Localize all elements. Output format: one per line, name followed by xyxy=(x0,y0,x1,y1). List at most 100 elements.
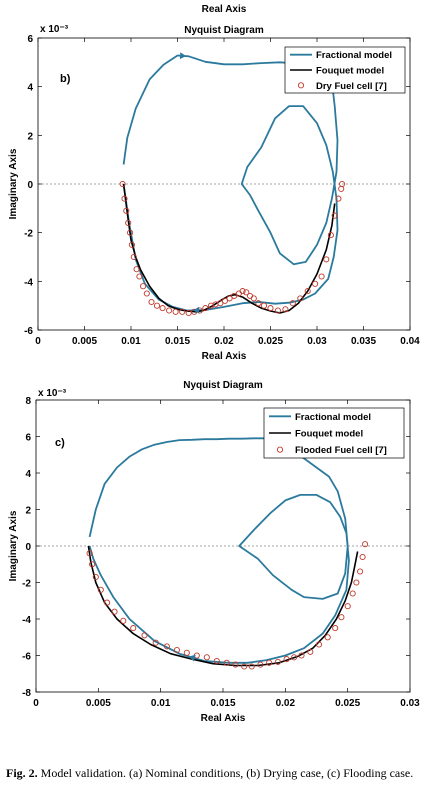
y-tick-label: -6 xyxy=(22,652,31,663)
fouquet-model-line xyxy=(87,545,359,667)
measured-data-point xyxy=(291,654,298,661)
chart-panel-c: Nyquist Diagram x 10⁻³ 0 0.005 0.01 0.015 0.02… xyxy=(8,380,420,724)
y-tick-label: -6 xyxy=(24,326,33,337)
measured-data-point xyxy=(349,590,356,597)
measured-data-point xyxy=(332,625,339,632)
measured-data-point xyxy=(104,599,111,606)
legend-entry-label: Flooded Fuel cell [7] xyxy=(295,445,387,456)
measured-data-point xyxy=(143,290,150,297)
measured-data-point xyxy=(179,308,186,315)
measured-data-point xyxy=(298,652,305,659)
x-tick-label: 0.005 xyxy=(72,336,97,347)
x-tick-label: 0.01 xyxy=(121,336,141,347)
measured-data-point xyxy=(119,180,126,188)
measured-data-point xyxy=(241,663,248,670)
measured-data-point xyxy=(183,649,190,656)
measured-data-point xyxy=(120,617,127,624)
caption-fig-label: Fig. 2. xyxy=(6,766,38,780)
measured-data-point xyxy=(304,288,311,295)
legend-swatch-marker xyxy=(297,82,305,89)
x-tick-label: 0.02 xyxy=(276,698,296,709)
x-tick-label: 0.03 xyxy=(400,698,420,709)
measured-data-point xyxy=(221,297,228,304)
measured-data-point xyxy=(136,273,143,280)
measured-data-point xyxy=(239,288,246,295)
measured-data-point xyxy=(274,307,281,314)
measured-data-point xyxy=(163,643,170,650)
panel-label: c) xyxy=(55,437,65,449)
measured-data-point xyxy=(172,308,179,315)
measured-data-point xyxy=(141,632,148,639)
measured-data-point xyxy=(148,298,155,306)
measured-data-point xyxy=(128,241,135,248)
measured-data-point xyxy=(127,229,134,236)
measured-data-point xyxy=(123,207,130,214)
y-tick-label: 0 xyxy=(27,180,33,191)
direction-arrow xyxy=(193,306,200,314)
measured-data-point xyxy=(166,307,173,314)
measured-data-point xyxy=(243,289,250,296)
measured-data-point xyxy=(97,586,104,593)
y-tick-label: 2 xyxy=(25,506,31,517)
measured-data-point xyxy=(338,614,345,621)
measured-data-point xyxy=(250,295,257,302)
x-tick-label: 0.015 xyxy=(165,336,190,347)
x-tick-label: 0.025 xyxy=(258,336,283,347)
x-tick-label: 0 xyxy=(33,698,39,709)
y-tick-label: 6 xyxy=(27,34,33,45)
measured-data-point xyxy=(86,550,93,557)
measured-data-point xyxy=(185,309,192,317)
measured-data-point xyxy=(283,656,290,663)
fractional-model-line xyxy=(88,437,350,664)
legend-entry-label: Fractional model xyxy=(295,412,371,423)
measured-data-point xyxy=(217,300,224,307)
measured-data-point xyxy=(232,661,239,668)
x-tick-label: 0.015 xyxy=(210,698,235,709)
measured-data-point xyxy=(307,648,314,655)
figure-caption: Fig. 2. Model validation. (a) Nominal co… xyxy=(6,766,440,781)
direction-arrow xyxy=(179,52,187,60)
measured-data-point xyxy=(257,661,264,668)
measured-data-point xyxy=(335,195,342,202)
x-tick-label: 0.02 xyxy=(214,336,234,347)
chart-title: Nyquist Diagram xyxy=(184,25,264,36)
x-tick-label: 0.035 xyxy=(351,336,376,347)
caption-text: Model validation. (a) Nominal conditions… xyxy=(40,766,414,780)
measured-data-point xyxy=(312,280,319,287)
measured-data-point xyxy=(92,573,99,581)
measured-data-point xyxy=(339,180,346,188)
y-tick-label: 6 xyxy=(25,433,31,444)
measured-data-point xyxy=(260,302,268,309)
measured-data-point xyxy=(266,659,273,666)
panel-label: b) xyxy=(60,73,71,85)
measured-data-point xyxy=(231,292,238,299)
top-axis-label: Real Axis xyxy=(202,4,247,15)
legend-entry-label: Fractional model xyxy=(316,50,392,61)
y-tick-label: 2 xyxy=(27,131,33,142)
chart-panel-b: Nyquist Diagram x 10⁻³ 0 0.005 0.01 0.015 0.02… xyxy=(8,24,420,362)
measured-data-point xyxy=(133,266,140,273)
legend: Fractional model Fouquet model Dry Fuel ce… xyxy=(284,46,406,94)
measured-data-point xyxy=(344,603,351,610)
y-tick-label: 8 xyxy=(25,396,31,407)
legend-entry-label: Fouquet model xyxy=(316,66,384,77)
legend: Fractional model Fouquet model Flooded Fue… xyxy=(263,407,405,459)
chart-title: Nyquist Diagram xyxy=(183,380,263,391)
direction-arrow xyxy=(188,654,196,662)
legend-entry-label: Fouquet model xyxy=(295,429,363,440)
fractional-model-line xyxy=(122,54,339,312)
measured-data-point xyxy=(359,553,366,561)
measured-data-point xyxy=(213,657,220,665)
measured-data-point xyxy=(353,579,360,586)
measured-data-point xyxy=(130,253,137,261)
measured-data-point xyxy=(248,663,255,670)
y-tick-label: -2 xyxy=(22,579,31,590)
legend-entry-label: Dry Fuel cell [7] xyxy=(316,81,387,92)
y-axis-label: Imaginary Axis xyxy=(8,148,19,219)
measured-data-point xyxy=(121,195,128,202)
measured-data-point xyxy=(202,305,209,312)
measured-data-point xyxy=(282,306,289,313)
y-tick-label: 0 xyxy=(25,542,31,553)
measured-data-point xyxy=(323,256,330,263)
